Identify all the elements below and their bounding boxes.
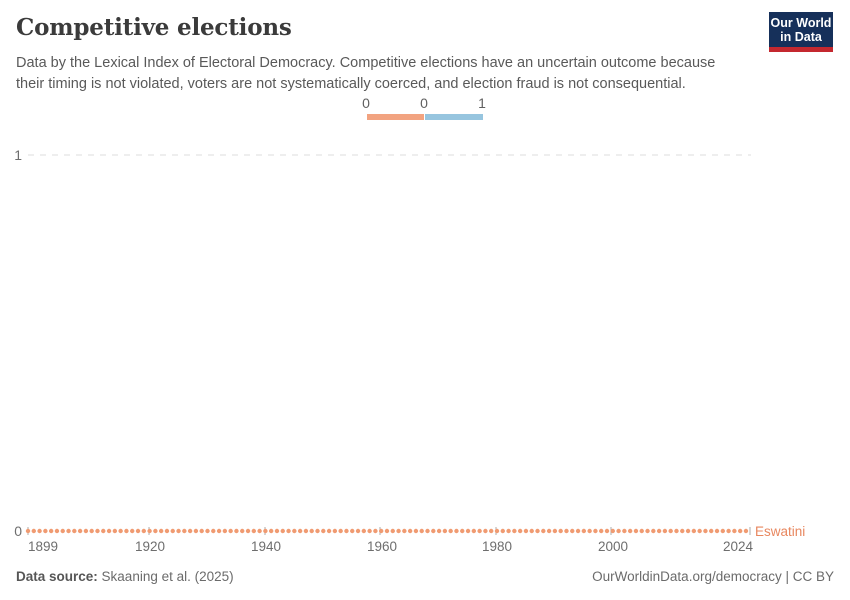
logo-text-line2: in Data — [780, 30, 822, 44]
footer: Data source: Skaaning et al. (2025) OurW… — [16, 569, 834, 585]
y-axis-label-0: 0 — [14, 523, 22, 539]
y-axis-label-1: 1 — [14, 147, 22, 163]
legend-bin-orange[interactable] — [367, 114, 424, 120]
x-axis-label-1940: 1940 — [250, 539, 282, 554]
x-axis-label-1899: 1899 — [27, 539, 59, 554]
chart-title: Competitive elections — [16, 14, 292, 41]
x-axis-label-2000: 2000 — [597, 539, 629, 554]
series-entity-label[interactable]: Eswatini — [755, 524, 806, 539]
data-source-label: Data source: — [16, 569, 98, 584]
owid-logo-box: Our World in Data — [769, 12, 833, 47]
data-source-value: Skaaning et al. (2025) — [101, 569, 234, 584]
x-axis-label-1980: 1980 — [481, 539, 513, 554]
data-source-text: Data source: Skaaning et al. (2025) — [16, 569, 234, 585]
owid-logo[interactable]: Our World in Data — [769, 12, 833, 52]
x-axis-label-1960: 1960 — [366, 539, 398, 554]
logo-red-bar — [769, 47, 833, 52]
footer-links[interactable]: OurWorldinData.org/democracy | CC BY — [592, 569, 834, 584]
legend-tick-2: 1 — [478, 95, 486, 111]
chart-subtitle: Data by the Lexical Index of Electoral D… — [16, 55, 716, 92]
legend-tick-0: 0 — [362, 95, 370, 111]
legend-tick-1: 0 — [420, 95, 428, 111]
logo-text-line1: Our World — [770, 16, 832, 30]
x-axis-label-1920: 1920 — [134, 539, 166, 554]
legend-bin-blue[interactable] — [425, 114, 483, 120]
x-axis-label-2024: 2024 — [722, 539, 754, 554]
